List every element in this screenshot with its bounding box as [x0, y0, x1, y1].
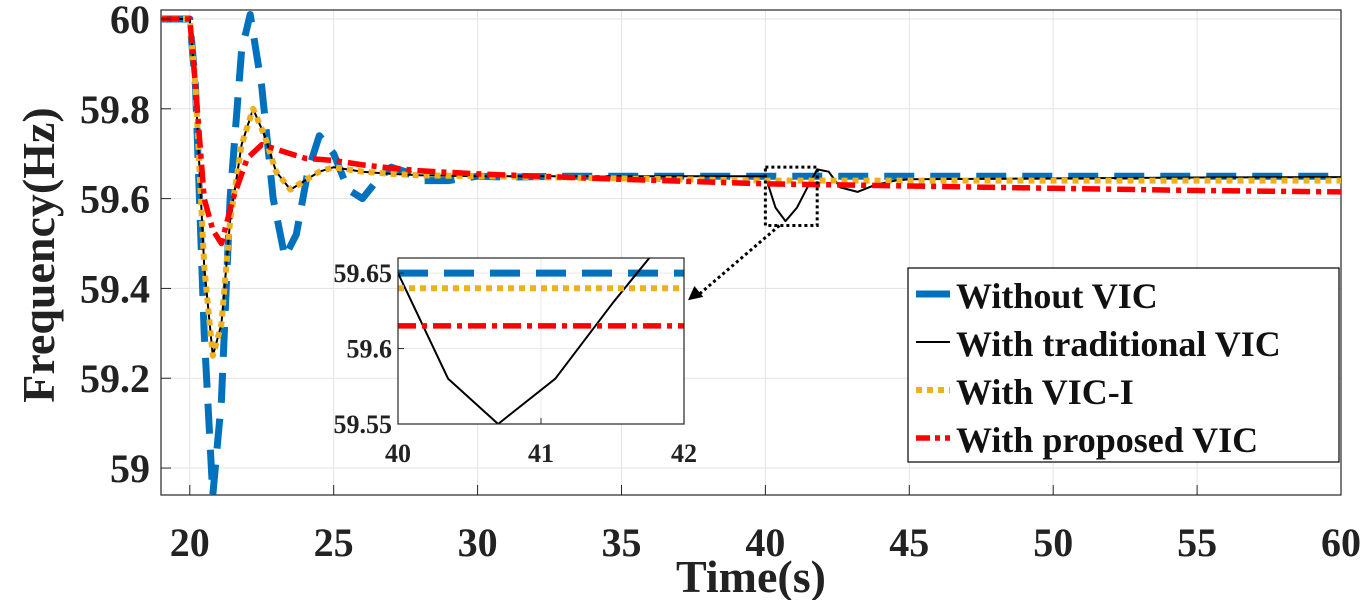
zoom-arrowhead — [688, 285, 704, 301]
x-tick-label: 30 — [458, 520, 498, 565]
y-tick-label: 59.2 — [80, 356, 150, 401]
y-tick-label: 59 — [110, 446, 150, 491]
legend: Without VIC With traditional VIC With VIC-… — [907, 267, 1340, 463]
legend-label: Without VIC — [956, 276, 1158, 316]
series-line-with-proposed-vic — [161, 16, 1341, 247]
inset-series-group — [398, 258, 684, 424]
main-grid — [161, 10, 1342, 495]
y-tick-label: 59.6 — [80, 177, 150, 222]
zoom-arrow — [697, 224, 781, 297]
zoom-highlight-box — [763, 165, 819, 228]
main-plot-frame — [160, 9, 1342, 496]
x-tick-label: 60 — [1321, 520, 1361, 565]
y-tick-label: 60 — [110, 0, 150, 42]
x-tick-label: 50 — [1033, 520, 1073, 565]
legend-box — [907, 267, 1340, 463]
inset-x-ticks: 40 41 42 — [385, 418, 697, 468]
x-tick-label: 40 — [745, 520, 785, 565]
x-tick-label: 55 — [1177, 520, 1217, 565]
y-axis-label: Frequency(Hz) — [13, 107, 64, 403]
inset-y-tick-label: 59.65 — [334, 259, 393, 288]
y-tick-label: 59.8 — [80, 87, 150, 132]
x-axis-label: Time(s) — [676, 551, 826, 600]
inset-y-tick-label: 59.55 — [334, 410, 393, 439]
x-tick-label: 25 — [314, 520, 354, 565]
x-tick-label: 20 — [170, 520, 210, 565]
x-tick-label: 35 — [601, 520, 641, 565]
inset-chart: 40 41 42 59.55 59.6 59.65 — [334, 257, 697, 468]
inset-x-tick-label: 42 — [671, 439, 697, 468]
inset-x-tick-label: 41 — [528, 439, 554, 468]
x-axis-ticks: 20 25 30 35 40 45 50 55 60 — [170, 485, 1361, 565]
legend-label: With traditional VIC — [956, 324, 1281, 364]
legend-label: With VIC-I — [956, 372, 1134, 412]
inset-y-ticks: 59.55 59.6 59.65 — [334, 259, 404, 439]
inset-y-tick-label: 59.6 — [347, 335, 393, 364]
y-tick-label: 59.4 — [80, 266, 150, 311]
y-axis-ticks: 59 59.2 59.4 59.6 59.8 60 — [80, 0, 171, 491]
legend-label: With proposed VIC — [956, 420, 1258, 460]
x-tick-label: 45 — [889, 520, 929, 565]
series-line-with-traditional-vic — [398, 258, 651, 424]
inset-x-tick-label: 40 — [385, 439, 411, 468]
